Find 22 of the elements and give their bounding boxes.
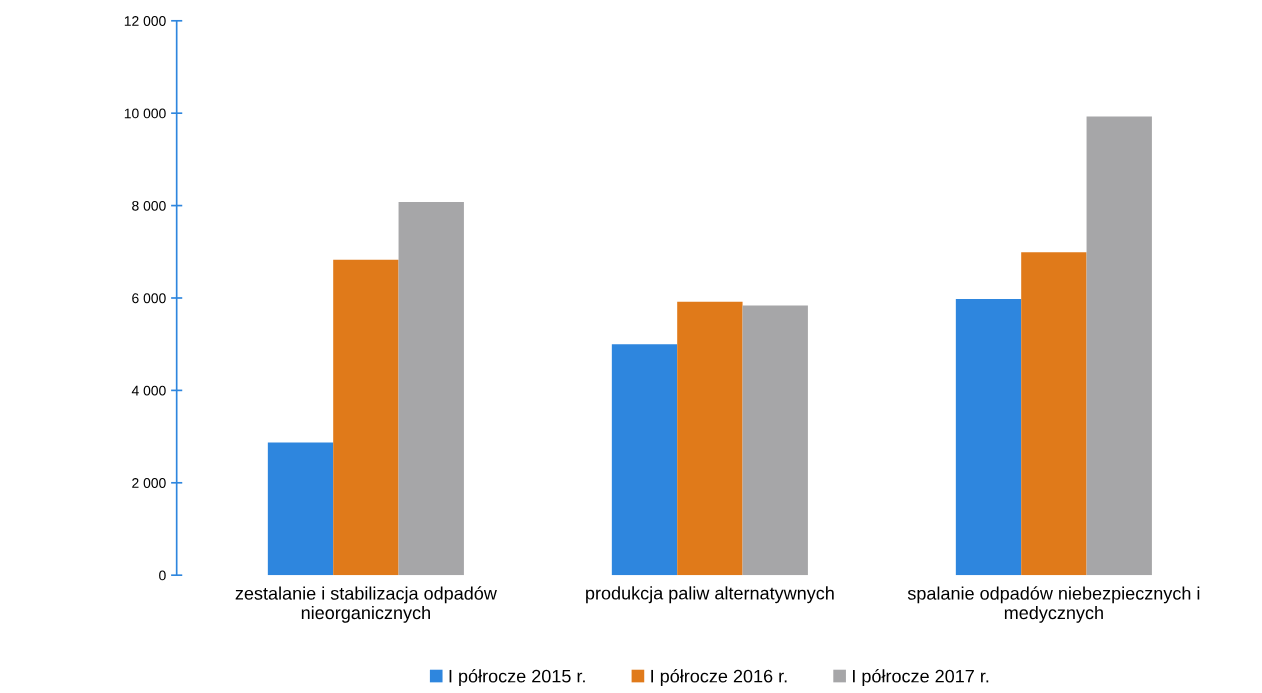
bar [1086,116,1152,576]
y-tick-label: 2 000 [132,478,166,488]
legend-label: I półrocze 2017 r. [853,669,989,687]
x-tick-label: produkcja paliw alternatywnych [586,586,834,604]
bar [742,305,808,576]
bar [333,259,399,576]
x-tick-label: spalanie odpadów niebezpiecznych i medycznych [907,586,1200,623]
y-tick-label: 6 000 [132,293,166,304]
bar [955,298,1022,576]
bar [1021,252,1087,576]
x-tick-label: zestalanie i stabilizacja odpadów nieorganicznych [235,586,497,623]
bar [398,201,464,576]
y-tick-label: 4 000 [131,385,166,396]
y-tick-label: 8 000 [132,200,166,211]
y-tick-label: 10 000 [124,108,166,119]
y-tick-label: 12 000 [124,16,166,26]
bar [267,442,334,576]
legend-label: I półrocze 2016 r. [651,669,787,687]
legend-label: I półrocze 2015 r. [449,669,585,687]
bar [677,301,743,576]
bar [611,344,678,576]
y-tick-label: 0 [159,570,166,581]
